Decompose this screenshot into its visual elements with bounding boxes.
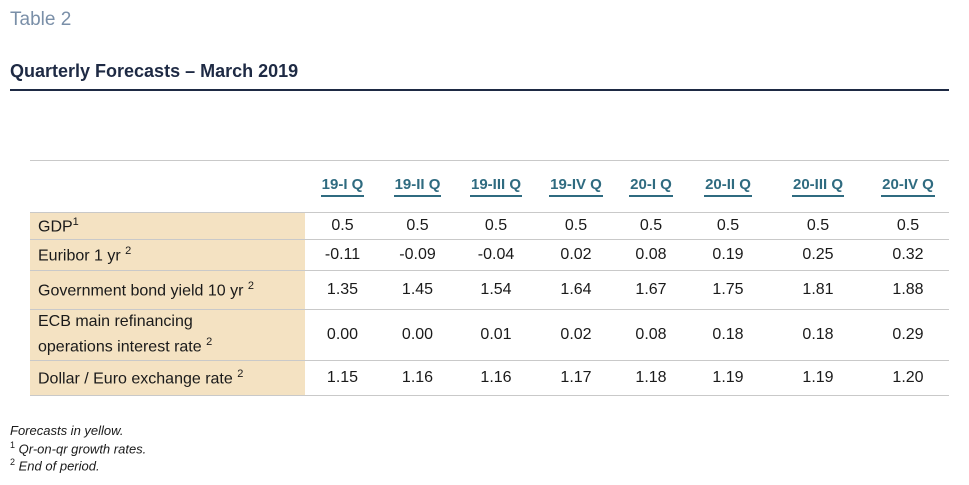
row-label: Euribor 1 yr 2: [30, 239, 305, 271]
footnote-marker: 2: [247, 279, 255, 292]
row-label: GDP1: [30, 212, 305, 240]
table-cell: 0.19: [687, 239, 769, 271]
table-cell: 1.75: [687, 270, 769, 310]
table-cell: -0.11: [305, 239, 380, 271]
table-cell: -0.09: [380, 239, 455, 271]
row-label-text: Dollar / Euro exchange rate: [38, 370, 233, 388]
table-cell: 0.5: [305, 212, 380, 240]
footnote-forecasts: Forecasts in yellow.: [10, 423, 124, 438]
footnote-marker: 2: [237, 367, 244, 380]
table-row-ecb-rate: ECB main refinancing operations interest …: [30, 309, 949, 361]
row-label: ECB main refinancing operations interest …: [30, 309, 305, 361]
header-blank-cell: [30, 160, 305, 213]
row-label-text: Government bond yield 10 yr: [38, 282, 244, 300]
footnote-1-text: Qr-on-qr growth rates.: [18, 441, 147, 457]
table-cell: 1.18: [615, 360, 687, 396]
table-cell: 1.81: [769, 270, 867, 310]
table-cell: 1.45: [380, 270, 455, 310]
column-header: 19-IV Q: [537, 160, 615, 213]
column-header-label: 20-III Q: [791, 176, 845, 197]
footnote-1-marker: 1: [10, 440, 16, 450]
column-header-label: 19-II Q: [393, 176, 442, 197]
table-cell: 0.00: [305, 309, 380, 361]
table-cell: 0.01: [455, 309, 537, 361]
table-cell: 1.19: [769, 360, 867, 396]
footnote-marker: 2: [206, 336, 213, 349]
table-cell: 0.5: [867, 212, 949, 240]
forecast-table: 19-I Q 19-II Q 19-III Q 19-IV Q 20-I Q 2…: [30, 160, 949, 396]
column-header: 20-I Q: [615, 160, 687, 213]
page-title: Quarterly Forecasts – March 2019: [10, 61, 299, 81]
column-header: 19-III Q: [455, 160, 537, 213]
table-cell: 0.02: [537, 309, 615, 361]
table-cell: 0.25: [769, 239, 867, 271]
table-cell: -0.04: [455, 239, 537, 271]
table-cell: 0.02: [537, 239, 615, 271]
footnote-1: 1 Qr-on-qr growth rates.: [10, 440, 146, 456]
table-cell: 0.08: [615, 239, 687, 271]
column-header: 19-I Q: [305, 160, 380, 213]
table-cell: 0.5: [687, 212, 769, 240]
table-cell: 0.18: [769, 309, 867, 361]
table-cell: 1.16: [455, 360, 537, 396]
footnote-2-text: End of period.: [18, 458, 100, 474]
row-label-text: GDP: [38, 218, 73, 236]
table-cell: 1.17: [537, 360, 615, 396]
table-cell: 0.5: [769, 212, 867, 240]
column-header: 20-III Q: [769, 160, 867, 213]
table-cell: 0.5: [615, 212, 687, 240]
table-cell: 1.19: [687, 360, 769, 396]
table-cell: 0.5: [380, 212, 455, 240]
table-cell: 1.54: [455, 270, 537, 310]
footnote-2-marker: 2: [10, 457, 16, 467]
row-label-text: ECB main refinancing: [38, 313, 193, 331]
table-cell: 0.5: [455, 212, 537, 240]
row-label-text: operations interest rate: [38, 338, 202, 356]
table-cell: 0.08: [615, 309, 687, 361]
table-cell: 1.35: [305, 270, 380, 310]
table-row-exchange-rate: Dollar / Euro exchange rate 2 1.15 1.16 …: [30, 360, 949, 396]
table-cell: 0.32: [867, 239, 949, 271]
column-header: 20-IV Q: [867, 160, 949, 213]
row-label-text: Euribor 1 yr: [38, 247, 121, 265]
column-header-label: 20-I Q: [629, 176, 673, 197]
table-cell: 1.67: [615, 270, 687, 310]
column-header-label: 19-IV Q: [549, 176, 603, 197]
table-cell: 1.88: [867, 270, 949, 310]
column-header-label: 19-III Q: [469, 176, 523, 197]
table-cell: 1.16: [380, 360, 455, 396]
table-row-gdp: GDP1 0.5 0.5 0.5 0.5 0.5 0.5 0.5 0.5: [30, 212, 949, 240]
table-cell: 0.00: [380, 309, 455, 361]
footnote-2: 2 End of period.: [10, 457, 100, 473]
row-label: Dollar / Euro exchange rate 2: [30, 360, 305, 396]
footnote-marker: 2: [125, 244, 132, 257]
table-cell: 1.20: [867, 360, 949, 396]
table-cell: 1.64: [537, 270, 615, 310]
column-header-label: 19-I Q: [320, 176, 365, 197]
table-row-euribor: Euribor 1 yr 2 -0.11 -0.09 -0.04 0.02 0.…: [30, 239, 949, 271]
header-row: 19-I Q 19-II Q 19-III Q 19-IV Q 20-I Q 2…: [30, 160, 949, 213]
table-cell: 0.5: [537, 212, 615, 240]
table-cell: 0.29: [867, 309, 949, 361]
footnote-marker: 1: [72, 215, 79, 228]
forecast-table-container: 19-I Q 19-II Q 19-III Q 19-IV Q 20-I Q 2…: [30, 160, 949, 396]
table-number-label: Table 2: [10, 9, 72, 30]
table-row-government-bond: Government bond yield 10 yr 2 1.35 1.45 …: [30, 270, 949, 310]
column-header: 19-II Q: [380, 160, 455, 213]
column-header-label: 20-IV Q: [881, 176, 935, 197]
title-divider: [10, 89, 949, 91]
table-cell: 0.18: [687, 309, 769, 361]
column-header-label: 20-II Q: [704, 176, 752, 197]
table-cell: 1.15: [305, 360, 380, 396]
column-header: 20-II Q: [687, 160, 769, 213]
row-label: Government bond yield 10 yr 2: [30, 270, 305, 310]
